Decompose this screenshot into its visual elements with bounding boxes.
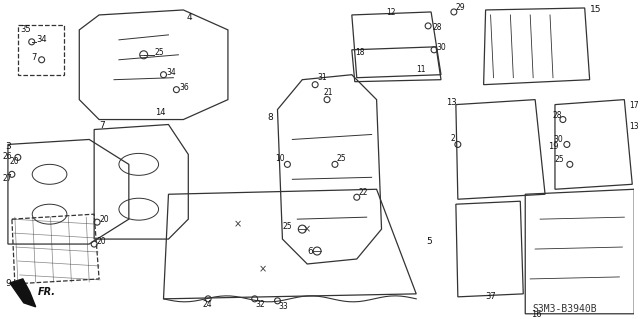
Text: 8: 8 — [268, 113, 273, 122]
Text: 25: 25 — [282, 222, 292, 231]
Text: 26: 26 — [3, 152, 13, 161]
Text: 10: 10 — [275, 154, 285, 163]
Text: 14: 14 — [155, 108, 165, 116]
Text: 35: 35 — [20, 25, 31, 34]
Text: 29: 29 — [456, 3, 465, 12]
Text: 33: 33 — [278, 302, 288, 311]
Text: 28: 28 — [432, 23, 442, 32]
Text: 21: 21 — [323, 88, 333, 97]
Text: 9: 9 — [5, 279, 11, 288]
Text: 31: 31 — [317, 73, 327, 82]
Text: 34: 34 — [166, 68, 176, 77]
Text: 30: 30 — [436, 43, 446, 52]
Text: 25: 25 — [155, 48, 164, 57]
Text: 19: 19 — [548, 142, 559, 152]
Text: 20: 20 — [96, 237, 106, 246]
Text: 17: 17 — [629, 100, 639, 110]
Text: 25: 25 — [337, 154, 347, 163]
Text: 7: 7 — [99, 121, 105, 130]
Text: 13: 13 — [446, 98, 456, 107]
Text: 5: 5 — [426, 237, 432, 246]
Text: 3: 3 — [5, 142, 11, 152]
Text: 2: 2 — [451, 134, 456, 144]
Text: 11: 11 — [416, 65, 426, 74]
Text: 12: 12 — [387, 8, 396, 17]
Text: 24: 24 — [202, 300, 212, 309]
Text: 25: 25 — [555, 155, 564, 164]
Text: 4: 4 — [186, 13, 192, 22]
Text: FR.: FR. — [38, 287, 56, 297]
Text: 32: 32 — [256, 300, 266, 309]
Polygon shape — [10, 279, 36, 307]
Text: 22: 22 — [359, 188, 368, 197]
Text: 20: 20 — [10, 157, 20, 167]
Text: ×: × — [303, 224, 311, 234]
Text: 36: 36 — [179, 83, 189, 92]
Text: 16: 16 — [531, 310, 542, 319]
Text: 28: 28 — [553, 111, 563, 120]
Text: 30: 30 — [553, 136, 563, 145]
Text: 6: 6 — [307, 247, 313, 256]
Text: 34: 34 — [36, 35, 47, 44]
Text: 27: 27 — [3, 174, 13, 183]
Text: ×: × — [259, 264, 267, 274]
Text: 18: 18 — [355, 48, 364, 57]
Text: 37: 37 — [486, 292, 497, 301]
Text: ×: × — [234, 219, 242, 229]
Text: 15: 15 — [589, 5, 601, 14]
Text: 20: 20 — [99, 215, 109, 224]
Text: 13: 13 — [629, 122, 639, 131]
Text: 7: 7 — [31, 53, 36, 62]
Text: S3M3-B3940B: S3M3-B3940B — [532, 304, 597, 314]
